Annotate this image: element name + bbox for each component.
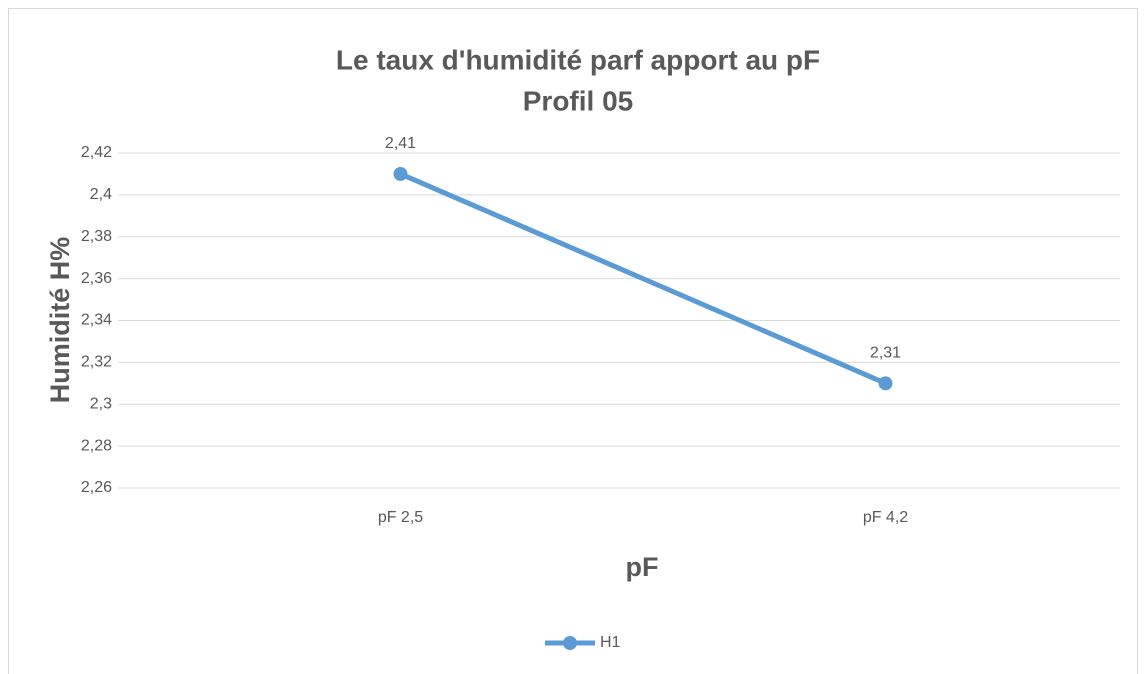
x-tick-label: pF 2,5 bbox=[378, 509, 423, 526]
y-tick-label: 2,3 bbox=[90, 395, 112, 412]
legend-marker bbox=[563, 636, 577, 650]
y-axis-title: Humidité H% bbox=[45, 237, 75, 404]
data-label: 2,41 bbox=[385, 135, 416, 152]
x-axis-title: pF bbox=[626, 552, 659, 582]
y-tick-label: 2,36 bbox=[81, 270, 112, 287]
data-label: 2,31 bbox=[870, 345, 901, 362]
legend-label: H1 bbox=[600, 634, 621, 651]
data-point bbox=[878, 376, 893, 391]
y-tick-label: 2,4 bbox=[90, 186, 112, 203]
chart-title: Le taux d'humidité parf apport au pF bbox=[336, 44, 820, 75]
x-tick-label: pF 4,2 bbox=[863, 509, 908, 526]
y-tick-label: 2,28 bbox=[81, 437, 112, 454]
data-point bbox=[393, 166, 408, 181]
y-tick-label: 2,34 bbox=[81, 312, 112, 329]
y-tick-label: 2,42 bbox=[81, 144, 112, 161]
chart-frame bbox=[8, 8, 1138, 674]
y-tick-label: 2,38 bbox=[81, 228, 112, 245]
chart-subtitle: Profil 05 bbox=[523, 85, 633, 116]
data-line bbox=[399, 171, 887, 386]
y-tick-label: 2,32 bbox=[81, 354, 112, 371]
y-tick-label: 2,26 bbox=[81, 479, 112, 496]
